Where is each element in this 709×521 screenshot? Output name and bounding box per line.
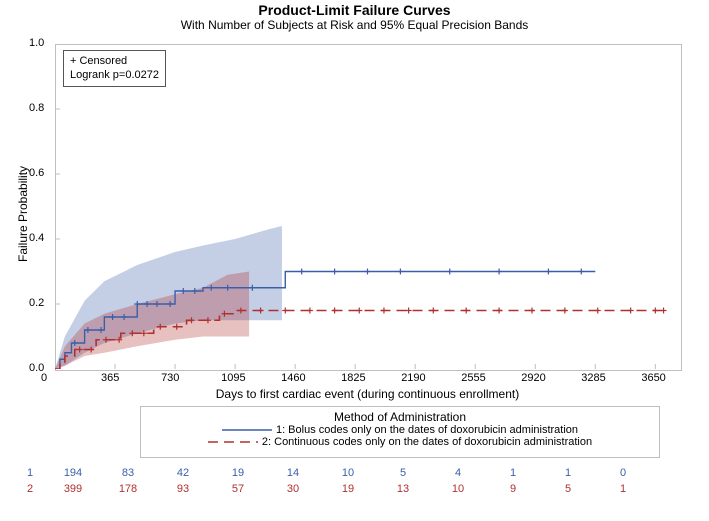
risk-cell: 194	[50, 467, 96, 479]
risk-cell: 2	[20, 483, 40, 495]
x-tick-label: 2555	[461, 372, 485, 384]
risk-cell: 5	[545, 483, 591, 495]
risk-cell: 1	[490, 467, 536, 479]
risk-cell: 1	[600, 483, 646, 495]
y-tick-label: 0.6	[29, 167, 44, 179]
x-tick-label: 2190	[401, 372, 425, 384]
y-tick-label: 0.2	[29, 297, 44, 309]
risk-cell: 10	[435, 483, 481, 495]
x-tick-label: 730	[161, 372, 179, 384]
risk-cell: 93	[160, 483, 206, 495]
y-axis-label: Failure Probability	[16, 165, 30, 261]
y-tick-label: 0.0	[29, 362, 44, 374]
risk-cell: 10	[325, 467, 371, 479]
x-axis-label: Days to first cardiac event (during cont…	[55, 387, 680, 401]
x-tick-label: 1460	[281, 372, 305, 384]
risk-cell: 5	[380, 467, 426, 479]
risk-cell: 1	[545, 467, 591, 479]
risk-cell: 13	[380, 483, 426, 495]
chart-subtitle: With Number of Subjects at Risk and 95% …	[0, 18, 709, 32]
y-tick-label: 1.0	[29, 37, 44, 49]
series1-legend-label: 1: Bolus codes only on the dates of doxo…	[276, 424, 578, 436]
x-tick-label: 1095	[221, 372, 245, 384]
y-tick-label: 0.4	[29, 232, 44, 244]
x-tick-label: 365	[101, 372, 119, 384]
series2-legend-label: 2: Continuous codes only on the dates of…	[262, 436, 592, 448]
x-tick-label: 1825	[341, 372, 365, 384]
risk-cell: 4	[435, 467, 481, 479]
risk-cell: 1	[20, 467, 40, 479]
risk-cell: 178	[105, 483, 151, 495]
x-tick-label: 3285	[581, 372, 605, 384]
risk-cell: 42	[160, 467, 206, 479]
x-tick-label: 2920	[521, 372, 545, 384]
series1-line-icon	[222, 425, 272, 435]
risk-cell: 399	[50, 483, 96, 495]
risk-cell: 9	[490, 483, 536, 495]
chart-svg	[55, 44, 680, 369]
x-tick-label: 3650	[641, 372, 665, 384]
method-panel: Method of Administration 1: Bolus codes …	[140, 406, 660, 458]
risk-cell: 14	[270, 467, 316, 479]
risk-cell: 19	[325, 483, 371, 495]
risk-cell: 83	[105, 467, 151, 479]
risk-cell: 0	[600, 467, 646, 479]
risk-cell: 19	[215, 467, 261, 479]
chart-title: Product-Limit Failure Curves	[0, 2, 709, 18]
method-title: Method of Administration	[141, 407, 659, 424]
risk-cell: 57	[215, 483, 261, 495]
y-tick-label: 0.8	[29, 102, 44, 114]
risk-cell: 30	[270, 483, 316, 495]
series2-line-icon	[208, 437, 258, 447]
